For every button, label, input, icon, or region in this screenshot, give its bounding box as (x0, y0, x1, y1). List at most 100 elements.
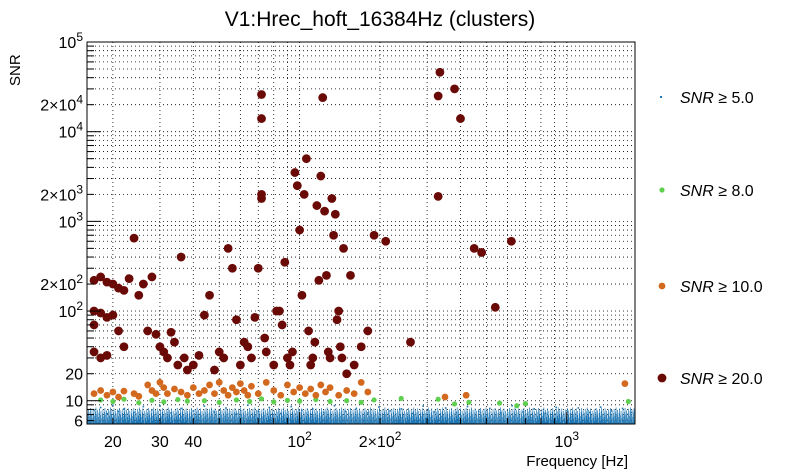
point-snr10 (224, 391, 232, 399)
point-snr10 (233, 388, 240, 396)
legend: SNR ≥ 5.0 SNR ≥ 8.0 SNR ≥ 10.0 SNR ≥ 20.0 (657, 90, 763, 388)
point-snr5 (544, 412, 546, 415)
point-snr8 (625, 398, 631, 405)
point-snr5 (301, 409, 303, 412)
point-snr10 (343, 387, 351, 394)
legend-label: SNR ≥ 10.0 (680, 279, 763, 296)
point-snr20 (456, 114, 465, 123)
point-snr10 (160, 384, 168, 392)
point-snr5 (489, 407, 491, 410)
x-tick-label: 30 (151, 434, 169, 451)
point-snr5 (411, 412, 414, 415)
chart-title: V1:Hrec_hoft_16384Hz (clusters) (225, 8, 535, 31)
point-snr10 (144, 381, 152, 389)
point-snr20 (188, 360, 198, 370)
point-snr20 (292, 181, 302, 191)
point-snr20 (363, 326, 373, 336)
point-snr8 (514, 403, 520, 409)
legend-label: SNR ≥ 20.0 (680, 371, 763, 388)
point-snr20 (247, 353, 256, 363)
point-snr10 (317, 381, 325, 389)
point-snr8 (522, 400, 529, 407)
point-snr20 (349, 360, 359, 370)
point-snr20 (170, 337, 179, 347)
point-snr10 (277, 391, 285, 399)
point-snr20 (288, 347, 297, 357)
point-snr20 (176, 252, 186, 262)
point-snr5 (621, 407, 624, 410)
point-snr5 (577, 407, 580, 409)
x-axis-title: Frequency [Hz] (526, 453, 628, 470)
point-snr5 (311, 408, 314, 410)
point-snr10 (621, 380, 629, 388)
point-snr20 (295, 225, 305, 235)
point-snr10 (284, 381, 291, 389)
point-snr20 (314, 275, 324, 285)
point-snr8 (297, 398, 303, 404)
point-snr20 (327, 194, 337, 203)
point-snr20 (199, 310, 209, 320)
point-snr10 (270, 387, 278, 394)
point-snr8 (451, 401, 458, 407)
point-snr10 (326, 384, 334, 392)
point-snr20 (329, 230, 338, 240)
point-snr8 (327, 398, 333, 405)
point-snr20 (299, 189, 309, 199)
point-snr10 (152, 390, 160, 398)
y-tick-label: 2×102 (40, 272, 83, 294)
point-snr8 (371, 397, 377, 403)
point-snr10 (296, 384, 304, 392)
point-snr10 (220, 387, 228, 394)
legend-marker (659, 187, 665, 193)
point-snr10 (109, 388, 117, 396)
point-snr5 (170, 412, 172, 414)
point-snr20 (257, 194, 266, 203)
point-snr5 (99, 406, 102, 409)
point-snr20 (285, 360, 295, 370)
point-snr8 (161, 399, 167, 405)
point-snr5 (290, 405, 293, 408)
point-snr5 (112, 404, 114, 407)
point-snr20 (173, 360, 183, 370)
y-tick-label: 10 (65, 394, 83, 411)
point-snr10 (335, 391, 343, 399)
point-snr10 (462, 391, 470, 399)
point-snr5 (466, 405, 469, 408)
point-snr20 (260, 333, 270, 343)
point-snr20 (253, 263, 263, 273)
point-snr20 (179, 353, 189, 363)
point-snr20 (318, 93, 328, 102)
point-snr20 (89, 347, 99, 357)
point-snr8 (284, 397, 291, 403)
point-snr8 (233, 397, 240, 403)
point-snr10 (189, 384, 197, 392)
point-snr5 (500, 412, 502, 414)
y-axis-title: SNR (7, 54, 24, 86)
point-snr5 (566, 410, 569, 413)
point-snr5 (610, 410, 613, 412)
point-snr5 (123, 408, 125, 410)
point-snr5 (477, 410, 480, 413)
point-snr10 (262, 379, 270, 386)
legend-label: SNR ≥ 8.0 (680, 183, 754, 200)
point-snr5 (378, 406, 380, 408)
point-snr20 (275, 306, 284, 316)
point-snr8 (98, 397, 104, 403)
point-snr5 (142, 405, 145, 408)
x-tick-label: 103 (555, 429, 580, 451)
point-snr20 (356, 342, 366, 352)
point-snr5 (344, 410, 346, 413)
point-snr5 (511, 404, 513, 407)
point-snr20 (232, 315, 241, 325)
point-snr10 (254, 390, 262, 398)
point-snr20 (335, 342, 345, 352)
point-snr10 (183, 391, 191, 399)
point-snr20 (342, 369, 352, 379)
point-snr5 (192, 410, 195, 412)
point-snr20 (308, 353, 318, 363)
point-snr20 (214, 347, 224, 357)
point-snr20 (337, 353, 347, 363)
point-snr8 (247, 398, 253, 405)
point-snr10 (248, 382, 255, 390)
